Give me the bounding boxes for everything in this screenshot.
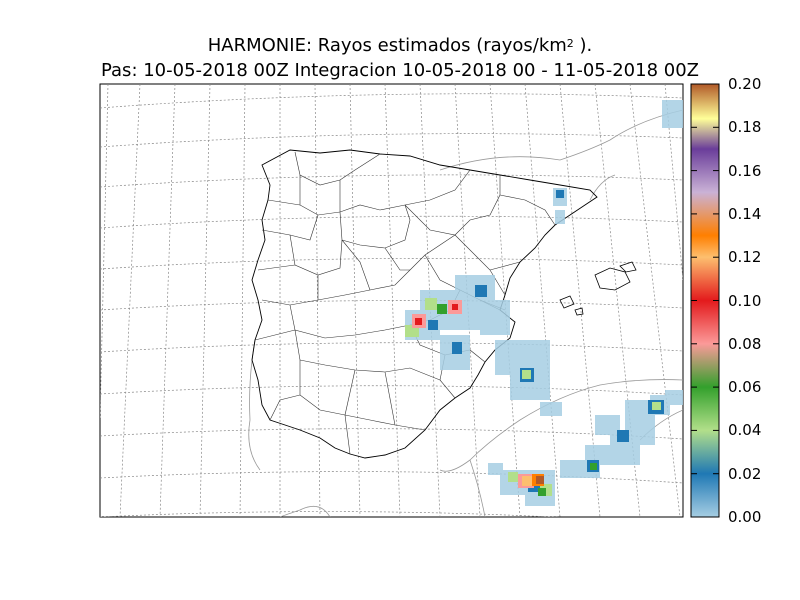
colorbar-tick-label: 0.14 [728, 204, 762, 223]
map-title-line1: HARMONIE: Rayos estimados (rayos/km2 ). [207, 35, 593, 56]
colorbar [690, 83, 720, 518]
colorbar-ticks [691, 83, 719, 518]
colorbar-tick-label: 0.00 [728, 508, 762, 526]
map-title-line2: Pas: 10-05-2018 00Z Integracion 10-05-20… [100, 60, 699, 81]
colorbar-tick-label: 0.20 [728, 75, 762, 93]
colorbar-tick-label: 0.02 [728, 464, 762, 483]
colorbar-tick-label: 0.10 [728, 291, 762, 310]
lightning-density-field [405, 100, 683, 506]
colorbar-tick-label: 0.16 [728, 161, 762, 180]
iberia-coastline [251, 149, 598, 459]
colorbar-tick-label: 0.08 [728, 334, 762, 353]
country-borders [248, 109, 683, 517]
balearic-islands [559, 261, 637, 316]
colorbar-tick-label: 0.06 [728, 378, 762, 397]
colorbar-tick-label: 0.04 [728, 421, 762, 440]
colorbar-tick-label: 0.18 [728, 118, 762, 137]
colorbar-tick-label: 0.12 [728, 248, 762, 267]
map-frame [99, 83, 684, 518]
